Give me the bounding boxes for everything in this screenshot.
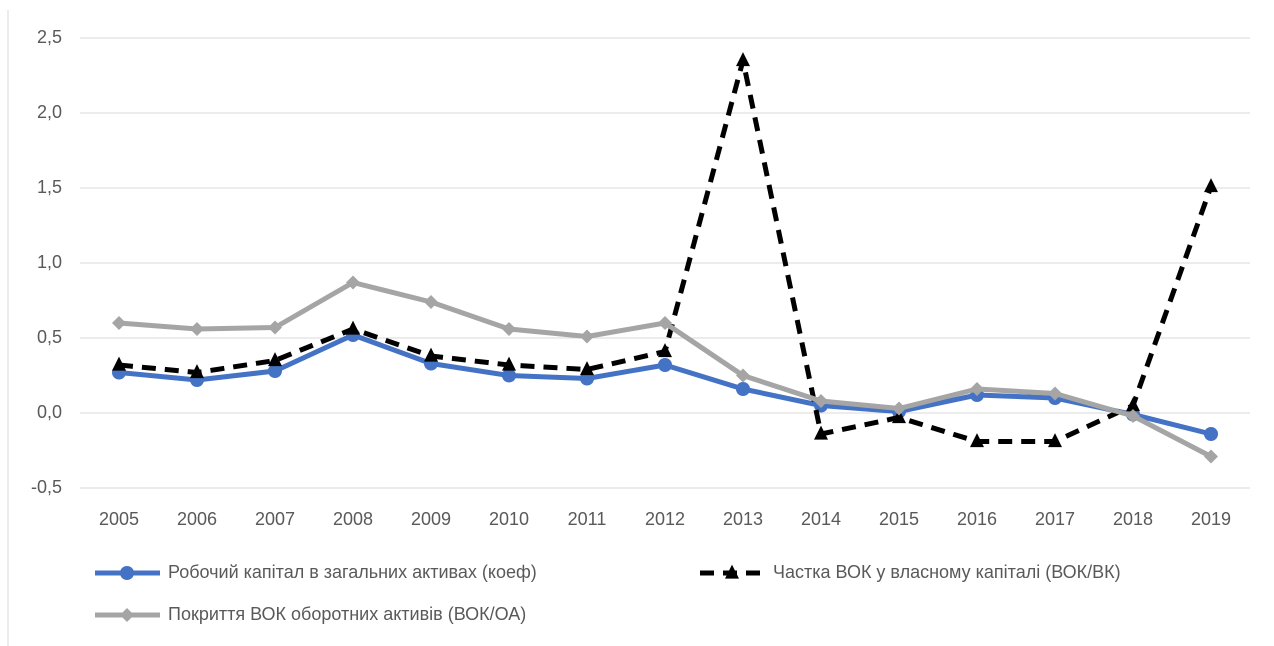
- legend-label: Робочий капітал в загальних активах (кое…: [168, 562, 537, 582]
- y-tick-label: 0,0: [37, 402, 62, 422]
- y-tick-label: -0,5: [31, 477, 62, 497]
- x-tick-label: 2014: [801, 509, 841, 529]
- point: [1126, 409, 1140, 423]
- point: [268, 320, 282, 335]
- x-tick-label: 2018: [1113, 509, 1153, 529]
- point: [1204, 178, 1218, 193]
- point: [1204, 449, 1218, 464]
- point: [346, 275, 360, 290]
- point: [580, 329, 594, 344]
- y-tick-label: 1,5: [37, 177, 62, 197]
- point: [580, 361, 594, 376]
- point: [502, 368, 516, 383]
- x-tick-label: 2013: [723, 509, 763, 529]
- point: [658, 358, 672, 372]
- y-tick-label: 1,0: [37, 252, 62, 272]
- point: [736, 52, 750, 67]
- point: [268, 352, 282, 367]
- x-tick-label: 2010: [489, 509, 529, 529]
- x-tick-label: 2016: [957, 509, 997, 529]
- x-tick-label: 2006: [177, 509, 217, 529]
- x-tick-label: 2019: [1191, 509, 1231, 529]
- point: [424, 347, 438, 362]
- x-tick-label: 2008: [333, 509, 373, 529]
- point: [190, 364, 204, 379]
- point: [658, 343, 672, 358]
- y-tick-label: 2,0: [37, 102, 62, 122]
- x-tick-label: 2009: [411, 509, 451, 529]
- legend-label: Частка ВОК у власному капіталі (ВОК/ВК): [773, 562, 1121, 582]
- legend-marker: [120, 566, 134, 580]
- x-tick-label: 2007: [255, 509, 295, 529]
- y-tick-label: 2,5: [37, 27, 62, 47]
- point: [502, 356, 516, 371]
- point: [112, 316, 126, 330]
- point: [736, 368, 750, 383]
- point: [1126, 397, 1140, 412]
- x-tick-label: 2011: [568, 509, 607, 529]
- x-tick-label: 2017: [1035, 509, 1075, 529]
- point: [112, 356, 126, 371]
- legend-marker: [120, 608, 134, 622]
- series-line: [118, 58, 1214, 444]
- x-tick-label: 2012: [645, 509, 685, 529]
- point: [268, 364, 282, 378]
- y-tick-label: 0,5: [37, 327, 62, 347]
- point: [814, 425, 828, 440]
- point: [970, 382, 984, 396]
- point: [424, 295, 438, 309]
- point: [892, 401, 906, 416]
- point: [1048, 386, 1062, 401]
- point: [1204, 427, 1218, 441]
- point: [892, 409, 906, 424]
- point: [970, 433, 984, 448]
- x-tick-label: 2015: [879, 509, 919, 529]
- point: [814, 394, 828, 408]
- legend-marker: [725, 564, 739, 579]
- point: [1048, 433, 1062, 448]
- point: [658, 316, 672, 330]
- point: [190, 322, 204, 336]
- legend-label: Покриття ВОК оборотних активів (ВОК/ОА): [168, 604, 526, 624]
- point: [346, 320, 360, 335]
- point: [502, 322, 516, 336]
- point: [736, 382, 750, 396]
- x-tick-label: 2005: [99, 509, 139, 529]
